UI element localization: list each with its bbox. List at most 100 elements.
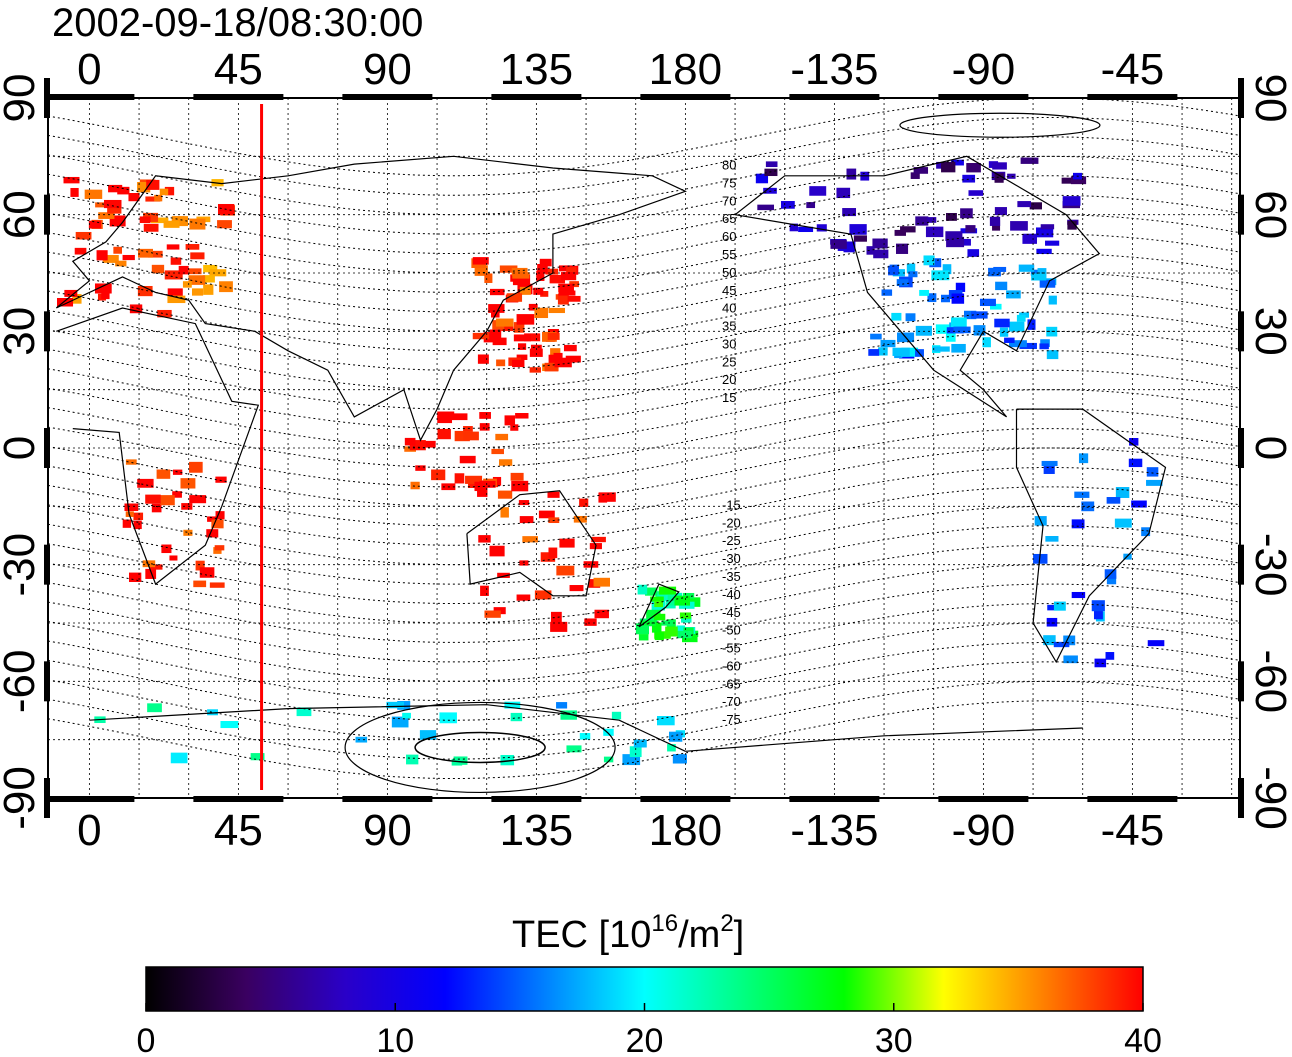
tec-cell [1036,248,1052,254]
tec-cell [519,560,529,566]
tec-cell [1131,500,1147,508]
tec-cell [868,349,880,356]
tec-cell [1016,314,1026,322]
tec-cell [1043,463,1055,474]
tec-cell [465,475,483,484]
tec-cell [679,612,692,619]
tec-cell [566,745,582,753]
tec-cell [1061,177,1077,184]
tec-cell [1048,295,1057,305]
tec-cell [870,333,882,340]
top-tick-bar [640,94,731,100]
tec-cell [932,346,950,352]
tec-cell [560,272,577,281]
tec-cell [148,250,163,258]
tec-cell [548,547,558,559]
tec-cell [927,293,937,303]
tec-cell [534,590,552,600]
tec-cell [925,226,944,238]
bottom-tick-bar [789,796,880,802]
right-tick-bar [1238,661,1244,702]
mlat-contour [48,389,1240,468]
tec-cell [415,465,426,471]
tec-cell [217,220,232,229]
tec-cell [454,473,465,484]
tec-cell [1129,438,1139,446]
mlat-label: 15 [722,390,736,405]
tec-cell [853,235,867,242]
tec-cell [537,263,548,274]
tec-cell [484,273,493,283]
tec-cell [143,212,159,222]
tec-cell [202,275,215,283]
tec-cell [1019,342,1037,349]
right-y-tick-label: -60 [1246,650,1292,714]
tec-cell [195,560,205,571]
tec-data-layer [56,157,1165,766]
tec-cell [846,168,857,180]
colorbar-title-unit: /m [678,914,720,956]
mlat-contour [48,330,1240,410]
tec-cell [500,754,515,766]
tec-cell [866,246,875,255]
tec-cell [203,264,218,273]
tec-cell [966,163,981,173]
tec-cell [955,282,966,292]
south-pole-contour [414,731,546,764]
tec-cell [1053,641,1070,648]
tec-cell [638,634,649,641]
tec-cell [1020,157,1039,164]
tec-cell [665,626,678,637]
tec-cell [510,472,524,481]
colorbar-tick-label: 10 [376,1022,414,1057]
mlat-label: 25 [722,354,736,369]
bottom-tick-bar [44,796,135,802]
tec-cell [1063,635,1076,646]
tec-cell [1081,501,1095,512]
tec-cell [960,208,973,219]
mlat-label: -25 [722,533,741,548]
tec-cell [74,247,87,255]
tec-cell [765,161,778,168]
tec-cell [207,516,218,522]
tec-cell [472,332,490,340]
tec-cell [125,511,134,517]
tec-cell [910,172,920,179]
tec-cell [990,303,1002,310]
tec-cell [149,564,163,570]
tec-cell [908,271,918,278]
tec-cell [992,162,1007,170]
right-y-tick-label: 60 [1246,190,1292,239]
tec-cell [190,252,205,260]
tec-cell [163,220,180,228]
tec-cell [151,503,162,513]
tec-cell [945,213,957,221]
tec-cell [1030,269,1041,276]
top-x-tick-label: 180 [649,45,722,94]
tec-cell [1091,600,1105,612]
tec-cell [489,329,502,339]
tec-cell [419,730,437,740]
tec-cell [129,304,143,314]
tec-cell [1009,340,1027,348]
tec-cell [1046,617,1058,627]
tec-cell [1146,479,1163,486]
tec-cell [547,332,560,340]
tec-cell [1039,343,1049,350]
tec-cell [538,510,555,519]
tec-cell [122,254,135,261]
left-tick-bar [44,78,50,118]
tec-cell [567,295,581,302]
tec-cell [1114,518,1132,528]
tec-cell [560,710,577,720]
tec-cell [1071,591,1086,599]
mlat-label: 20 [722,372,736,387]
tec-cell [513,334,531,342]
tec-cell [556,565,575,576]
tec-cell [994,207,1007,216]
tec-cell [830,239,847,249]
tec-cell [181,503,193,510]
tec-cell [101,293,110,300]
top-tick-bar [44,94,135,100]
tec-cell [402,712,411,719]
